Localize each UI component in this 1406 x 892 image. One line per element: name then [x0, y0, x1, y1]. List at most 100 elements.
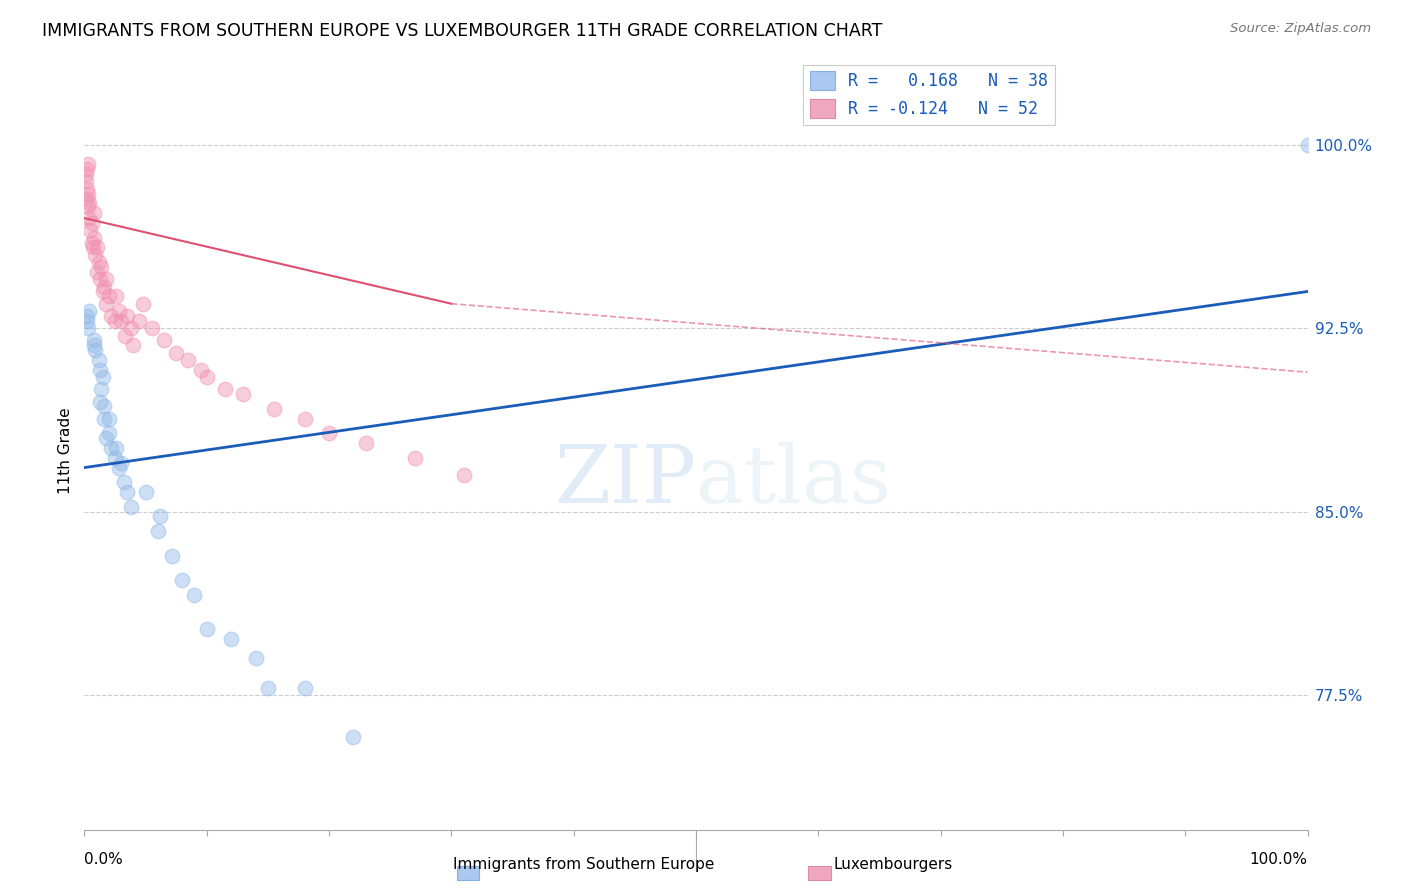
Text: Source: ZipAtlas.com: Source: ZipAtlas.com — [1230, 22, 1371, 36]
Point — [87, 353, 110, 368]
Point — [89, 272, 111, 286]
Point — [104, 314, 127, 328]
Point — [97, 426, 120, 441]
Point — [97, 411, 120, 425]
Point — [177, 353, 200, 368]
Point — [146, 524, 169, 538]
Point — [128, 314, 150, 328]
Point — [195, 370, 218, 384]
Point — [91, 370, 114, 384]
Point — [76, 182, 98, 196]
Point — [172, 573, 194, 587]
Point — [93, 400, 115, 414]
Point — [80, 216, 103, 230]
Point — [132, 296, 155, 310]
Point — [453, 467, 475, 482]
Point — [76, 314, 98, 328]
Point — [120, 500, 142, 514]
Text: 100.0%: 100.0% — [1250, 852, 1308, 866]
Point — [115, 485, 138, 500]
Point — [77, 211, 100, 226]
Point — [120, 321, 142, 335]
Point — [110, 314, 132, 328]
Point — [105, 289, 128, 303]
Point — [77, 304, 100, 318]
Point — [87, 255, 110, 269]
Point — [114, 328, 136, 343]
Point — [89, 394, 111, 409]
Point — [115, 309, 138, 323]
Point — [77, 186, 100, 201]
Point — [77, 196, 100, 211]
Point — [76, 162, 98, 177]
Point — [110, 456, 132, 470]
Text: 0.0%: 0.0% — [84, 852, 124, 866]
Point — [107, 460, 129, 475]
Point — [79, 223, 101, 237]
Point — [75, 167, 97, 181]
Point — [263, 401, 285, 416]
Point — [96, 431, 118, 445]
Point — [75, 174, 97, 188]
Point — [294, 681, 316, 695]
Text: IMMIGRANTS FROM SOUTHERN EUROPE VS LUXEMBOURGER 11TH GRADE CORRELATION CHART: IMMIGRANTS FROM SOUTHERN EUROPE VS LUXEM… — [42, 22, 883, 40]
Point — [354, 436, 377, 450]
Legend: R =   0.168   N = 38, R = -0.124   N = 52: R = 0.168 N = 38, R = -0.124 N = 52 — [803, 64, 1054, 125]
Point — [294, 411, 316, 425]
Point — [76, 309, 98, 323]
Point — [195, 622, 218, 636]
Point — [90, 260, 112, 274]
Point — [89, 363, 111, 377]
Point — [149, 509, 172, 524]
Point — [214, 382, 236, 396]
Point — [107, 304, 129, 318]
Point — [100, 441, 122, 455]
Point — [318, 426, 340, 441]
Point — [84, 343, 107, 358]
Point — [153, 334, 176, 348]
Point — [245, 651, 267, 665]
Point — [257, 681, 280, 695]
Point — [165, 345, 187, 359]
Point — [105, 441, 128, 455]
Point — [135, 485, 157, 500]
Point — [183, 588, 205, 602]
Point — [342, 730, 364, 744]
Point — [83, 334, 105, 348]
Y-axis label: 11th Grade: 11th Grade — [58, 407, 73, 494]
Point — [162, 549, 184, 563]
Point — [96, 296, 118, 310]
Point — [82, 240, 104, 254]
Point — [1296, 137, 1319, 152]
Point — [77, 321, 100, 335]
Point — [219, 632, 242, 646]
Point — [93, 279, 115, 293]
Point — [122, 338, 145, 352]
Point — [97, 289, 120, 303]
Point — [141, 321, 163, 335]
Text: ZIP: ZIP — [554, 442, 696, 520]
Point — [83, 338, 105, 352]
Point — [83, 230, 105, 244]
Point — [91, 285, 114, 299]
Point — [100, 309, 122, 323]
Point — [86, 240, 108, 254]
Point — [76, 192, 98, 206]
Point — [96, 272, 118, 286]
Point — [84, 248, 107, 262]
Point — [77, 199, 100, 213]
Point — [404, 450, 426, 465]
Point — [77, 157, 100, 171]
Point — [112, 475, 135, 490]
Point — [93, 411, 115, 425]
Text: Luxembourgers: Luxembourgers — [834, 857, 952, 872]
Point — [232, 387, 254, 401]
Point — [83, 206, 105, 220]
Point — [80, 235, 103, 250]
Point — [86, 265, 108, 279]
Text: Immigrants from Southern Europe: Immigrants from Southern Europe — [453, 857, 714, 872]
Point — [90, 382, 112, 396]
Text: atlas: atlas — [696, 442, 891, 520]
Point — [190, 363, 212, 377]
Point — [104, 450, 127, 465]
